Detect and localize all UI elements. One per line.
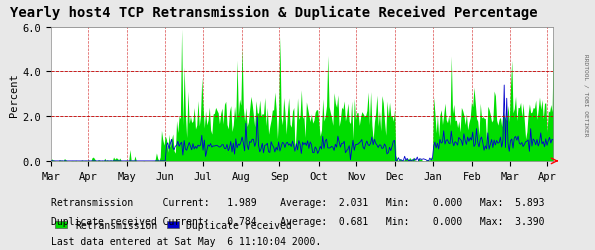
Text: Retransmission     Current:   1.989    Average:  2.031   Min:    0.000   Max:  5: Retransmission Current: 1.989 Average: 2… [51,198,544,207]
Text: Duplicate received Current:   0.784    Average:  0.681   Min:    0.000   Max:  3: Duplicate received Current: 0.784 Averag… [51,216,544,226]
Y-axis label: Percent: Percent [10,72,19,116]
Legend: Retransmission, Duplicate received: Retransmission, Duplicate received [55,220,292,230]
Text: RRDTOOL / TOBI OETIKER: RRDTOOL / TOBI OETIKER [584,54,588,136]
Text: Yearly host4 TCP Retransmission & Duplicate Received Percentage: Yearly host4 TCP Retransmission & Duplic… [10,6,537,20]
Text: Last data entered at Sat May  6 11:10:04 2000.: Last data entered at Sat May 6 11:10:04 … [51,236,321,246]
